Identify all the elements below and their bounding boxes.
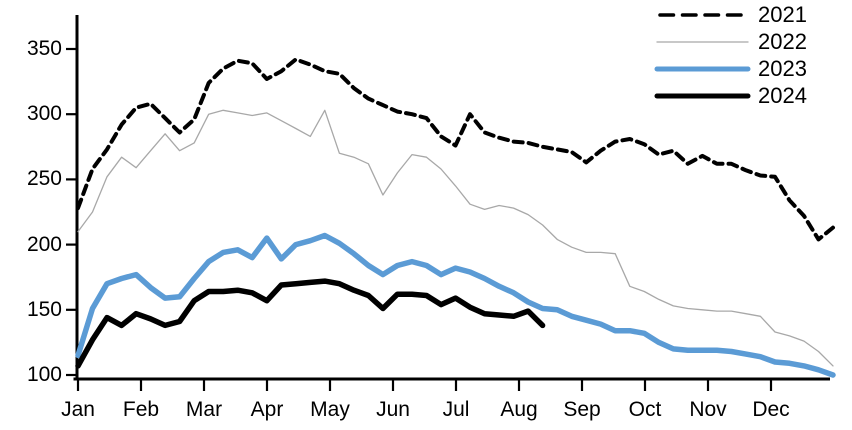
y-tick-label: 200 xyxy=(26,232,62,256)
y-tick-label: 150 xyxy=(26,297,62,321)
series-line-2022 xyxy=(77,109,834,367)
x-tick-label-aug: Aug xyxy=(500,398,538,421)
x-tick-label-jul: Jul xyxy=(442,398,470,421)
legend-label-2023: 2023 xyxy=(758,56,807,81)
y-tick-label: 250 xyxy=(26,167,62,191)
legend-item-2021: 2021 xyxy=(654,1,807,28)
x-tick-label-jan: Jan xyxy=(61,398,95,421)
x-tick-label-nov: Nov xyxy=(689,398,727,421)
legend-line-swatch xyxy=(654,93,751,98)
legend-line-swatch xyxy=(658,12,750,17)
legend-line-swatch xyxy=(654,66,751,71)
series-line-2023 xyxy=(75,232,836,378)
x-tick-label-jun: Jun xyxy=(376,398,410,421)
legend-item-2024: 2024 xyxy=(654,82,807,109)
x-tick-label-dec: Dec xyxy=(752,398,790,421)
x-tick-label-apr: Apr xyxy=(250,398,284,421)
x-tick-label-may: May xyxy=(310,398,350,421)
legend-label-2024: 2024 xyxy=(758,83,807,108)
legend-label-2022: 2022 xyxy=(758,29,807,54)
x-tick-label-sep: Sep xyxy=(563,398,601,421)
y-tick-label: 350 xyxy=(26,37,62,60)
series-line-2021 xyxy=(76,57,835,242)
legend: 2021 2022 2023 2024 xyxy=(654,1,807,109)
series-line-2024 xyxy=(75,278,546,369)
x-tick-label-oct: Oct xyxy=(628,398,662,421)
x-tick-label-mar: Mar xyxy=(185,398,223,421)
legend-label-2021: 2021 xyxy=(758,2,807,27)
x-tick-label-feb: Feb xyxy=(122,398,160,421)
legend-item-2022: 2022 xyxy=(654,28,807,55)
y-tick-label: 300 xyxy=(26,102,62,126)
y-tick-label: 100 xyxy=(26,363,62,386)
legend-line-swatch xyxy=(656,40,749,43)
legend-item-2023: 2023 xyxy=(654,55,807,82)
